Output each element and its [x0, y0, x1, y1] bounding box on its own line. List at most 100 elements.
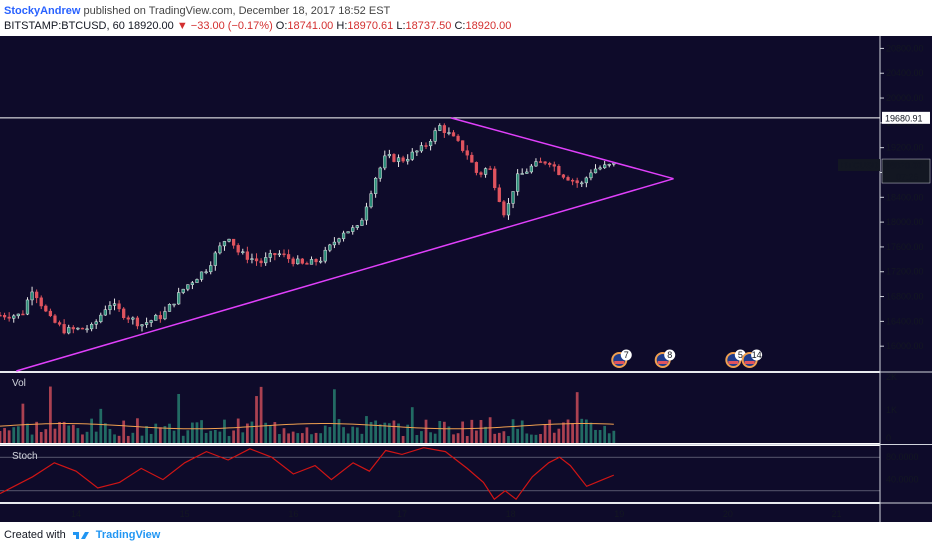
volume-bar [374, 420, 377, 443]
volume-bar [456, 433, 460, 443]
symbol-name: BITSTAMP:BTCUSD, 60 [4, 20, 125, 32]
volume-bar [30, 434, 34, 443]
volume-bar [319, 433, 323, 443]
volume-bar [594, 429, 597, 443]
volume-tick-label: 1K [886, 405, 897, 415]
volume-bar [433, 433, 437, 443]
candle [378, 167, 382, 179]
event-marker-badge [620, 349, 632, 361]
candle [332, 241, 337, 246]
candle [282, 253, 286, 256]
volume-bar [401, 435, 405, 443]
candle [415, 150, 419, 153]
candle [80, 327, 85, 330]
volume-bar [168, 423, 171, 443]
volume-bar [291, 431, 295, 443]
volume-ma-line [0, 423, 614, 430]
volume-bar [149, 433, 153, 443]
candle [21, 313, 25, 316]
volume-tick-label: 2K [886, 372, 897, 382]
price-tick-label: 17600.00 [886, 242, 924, 252]
volume-bar [268, 425, 272, 443]
candle [488, 168, 492, 170]
candle [598, 167, 602, 170]
candle [479, 172, 483, 175]
candle [305, 263, 309, 265]
candle [580, 182, 584, 185]
candle [589, 172, 593, 179]
candle [126, 317, 130, 320]
event-marker-count: 8 [667, 350, 672, 360]
volume-bar [204, 432, 208, 443]
volume-bar [58, 421, 61, 443]
volume-bar [378, 424, 382, 443]
volume-bar [346, 433, 350, 443]
candle [254, 258, 259, 262]
candle [57, 322, 62, 325]
volume-bar [255, 396, 258, 443]
volume-bar [333, 389, 336, 443]
volume-bar [278, 434, 281, 443]
candle [493, 168, 497, 189]
volume-bar [136, 418, 139, 443]
price-tick-label: 16400.00 [886, 316, 924, 326]
candle [53, 315, 57, 323]
time-axis-bg [0, 504, 880, 522]
stoch-label: Stoch [12, 451, 38, 462]
volume-bar [438, 421, 442, 443]
volume-bar [429, 432, 432, 443]
candle [355, 225, 359, 228]
candle [245, 251, 249, 260]
trendline-lower [16, 177, 674, 372]
candle [204, 271, 208, 274]
volume-bar [99, 408, 103, 443]
volume-bar [158, 427, 162, 443]
author-link[interactable]: StockyAndrew [4, 5, 81, 17]
event-marker-count: 5 [738, 350, 743, 360]
volume-bar [383, 422, 387, 443]
volume-bar [181, 435, 185, 443]
price-tick-label: 20800.00 [886, 43, 924, 53]
candle [122, 308, 126, 319]
candle [222, 241, 227, 247]
candle [314, 259, 318, 263]
time-tick-label: 16 [288, 509, 298, 519]
price-tick-label: 20000.00 [886, 93, 924, 103]
volume-bar [53, 428, 57, 443]
candle [364, 206, 369, 221]
candle [502, 201, 506, 216]
candle [25, 299, 30, 315]
volume-bar [200, 420, 203, 443]
volume-label: Vol [12, 378, 26, 389]
close-label: C: [454, 20, 466, 32]
event-marker-badge [664, 349, 676, 361]
candle [543, 161, 547, 164]
candle [48, 310, 53, 317]
time-tick-label: 19 [614, 509, 624, 519]
candle [483, 168, 488, 175]
volume-bar [213, 429, 217, 443]
volume-bar [7, 430, 11, 443]
volume-bar [589, 422, 593, 443]
candle [94, 321, 98, 325]
volume-bar [35, 421, 39, 443]
volume-bar [62, 421, 66, 443]
candle [131, 317, 135, 320]
open-label: O: [275, 20, 288, 32]
volume-bar [223, 419, 226, 443]
volume-bar [81, 434, 84, 443]
volume-bar [410, 407, 414, 443]
candle [309, 259, 314, 265]
volume-bar [21, 403, 25, 443]
price-tick-label: 16800.00 [886, 292, 924, 302]
candle [67, 327, 71, 334]
symbol-legend: BITSTAMP:BTCUSD, 60 18920.00 ▼ −33.00 (−… [4, 19, 511, 33]
candle [291, 258, 295, 265]
volume-bar [122, 420, 126, 443]
candle [163, 311, 167, 320]
volume-bar [355, 427, 359, 443]
candle [177, 292, 181, 305]
tradingview-brand[interactable]: TradingView [95, 529, 161, 541]
candle [552, 164, 556, 167]
